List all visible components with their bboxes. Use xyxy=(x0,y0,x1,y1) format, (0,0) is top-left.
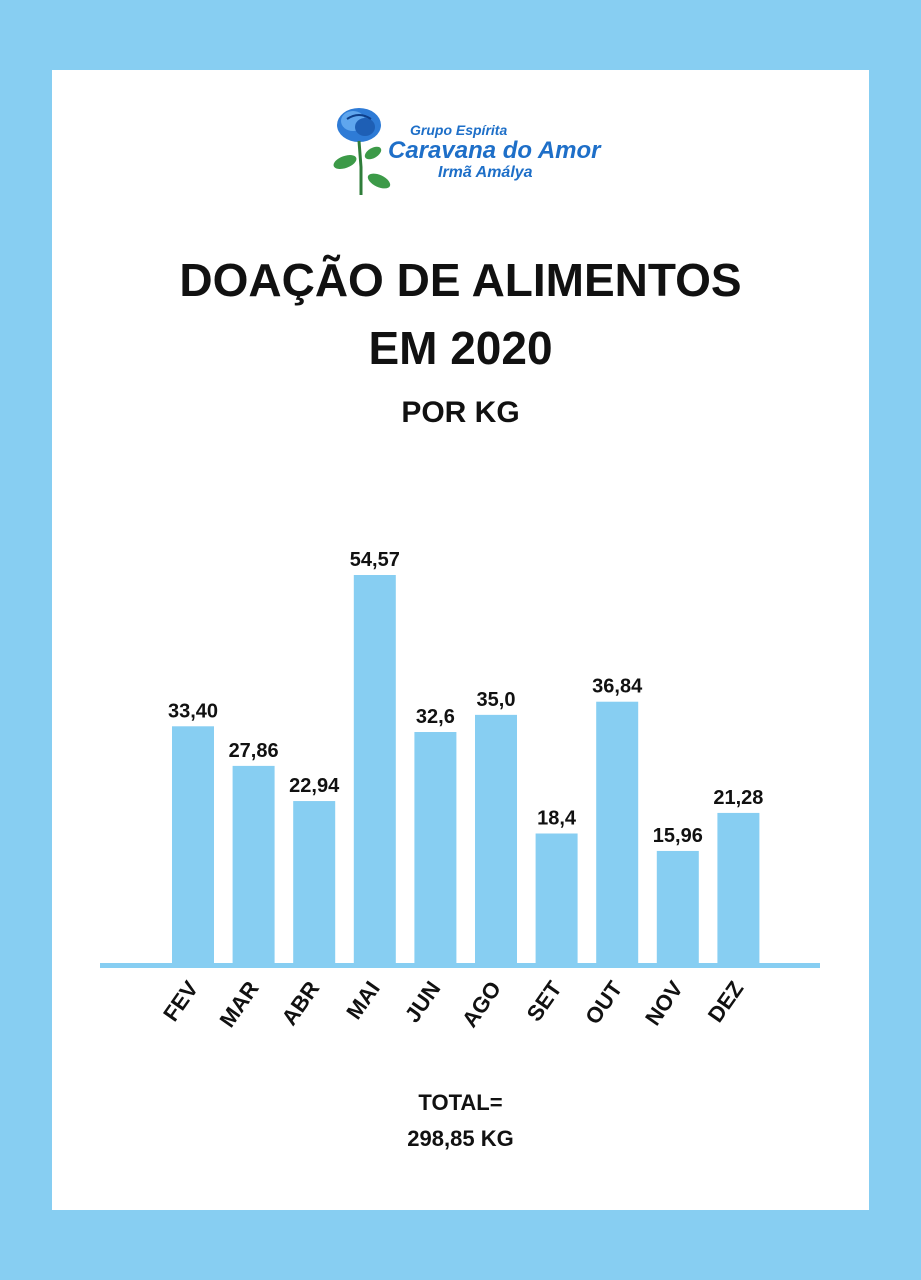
bar-dez xyxy=(717,812,760,965)
x-tick-label-dez: DEZ xyxy=(703,977,749,1027)
chart-title-line-2: EM 2020 xyxy=(368,322,553,374)
logo-line-3: Irmã Amálya xyxy=(438,164,533,181)
logo-line-1: Grupo Espírita xyxy=(410,122,508,138)
bar-jun xyxy=(414,732,457,965)
bar-out xyxy=(596,701,639,965)
logo-line-2: Caravana do Amor xyxy=(388,137,601,164)
blue-rose-icon xyxy=(333,108,391,195)
data-label-out: 36,84 xyxy=(592,676,643,698)
data-label-dez: 21,28 xyxy=(713,787,763,809)
x-tick-label-mar: MAR xyxy=(214,976,263,1031)
data-label-mai: 54,57 xyxy=(350,549,400,571)
chart-subtitle: POR KG xyxy=(401,396,520,429)
x-tick-label-jun: JUN xyxy=(400,977,446,1027)
bar-set xyxy=(535,833,578,965)
logo-text: Grupo Espírita Caravana do Amor Irmã Amá… xyxy=(388,122,608,182)
bar-fev xyxy=(172,726,214,965)
data-label-mar: 27,86 xyxy=(229,740,279,762)
bar-nov xyxy=(656,850,699,965)
data-label-nov: 15,96 xyxy=(653,825,703,847)
x-tick-label-set: SET xyxy=(522,976,567,1026)
data-label-fev: 33,40 xyxy=(168,700,218,722)
rose-flower xyxy=(337,108,381,142)
x-tick-label-fev: FEV xyxy=(158,976,203,1026)
bar-ago xyxy=(475,714,517,965)
data-label-abr: 22,94 xyxy=(289,775,340,797)
x-tick-label-ago: AGO xyxy=(457,977,506,1032)
total-label: TOTAL= xyxy=(418,1090,503,1115)
chart-title-line-1: DOAÇÃO DE ALIMENTOS xyxy=(179,254,742,306)
data-label-jun: 32,6 xyxy=(416,706,455,728)
x-tick-label-out: OUT xyxy=(580,976,627,1029)
data-label-ago: 35,0 xyxy=(477,689,516,711)
poster-card xyxy=(52,70,869,1210)
x-tick-label-abr: ABR xyxy=(276,976,324,1029)
bar-mai xyxy=(353,575,396,965)
bar-abr xyxy=(293,801,336,965)
total-value: 298,85 KG xyxy=(407,1126,514,1151)
x-tick-label-nov: NOV xyxy=(640,976,688,1030)
bar-mar xyxy=(232,765,275,965)
x-tick-label-mai: MAI xyxy=(341,977,385,1024)
x-axis-line xyxy=(100,963,820,968)
data-label-set: 18,4 xyxy=(537,807,577,829)
